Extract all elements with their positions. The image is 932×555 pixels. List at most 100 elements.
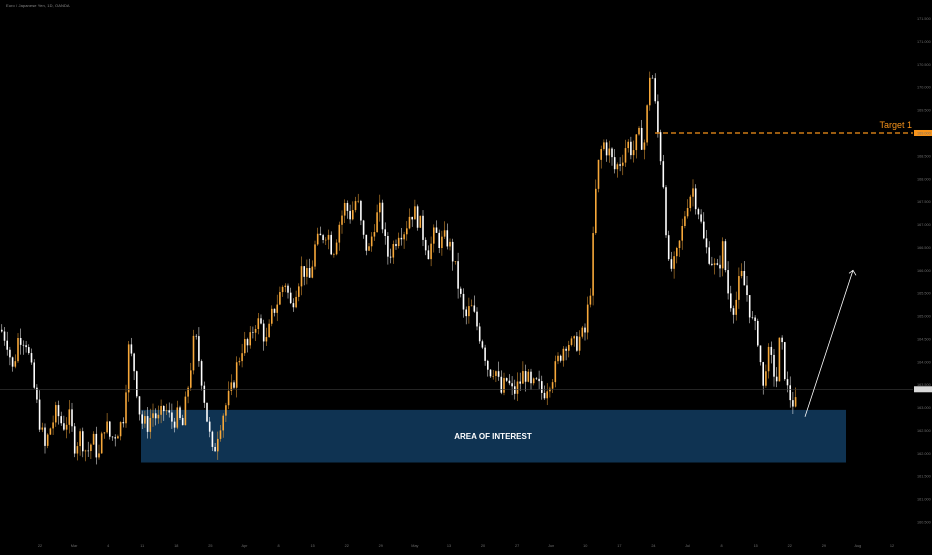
candle-body [184,396,187,426]
y-tick-label: 171.500 [917,17,931,21]
candle-body [335,242,338,255]
candle-body [203,385,206,403]
candle-body [187,387,189,397]
candle-body [384,229,386,236]
candle-body [235,362,238,388]
candle-body [125,392,127,424]
candle-body [109,421,111,437]
candle-body [60,416,62,424]
candle-body [9,349,11,358]
candle-body [244,339,246,354]
candle-body [149,417,152,432]
candle-body [789,385,791,401]
x-tick-label: May [411,544,418,548]
candle-body [711,263,713,265]
candle-body [90,444,92,452]
y-tick-label: 170.500 [917,63,931,67]
candle-body [322,235,324,240]
candle-body [600,149,602,160]
candle-body [173,421,176,428]
x-tick-label: Mar [71,544,78,548]
x-tick-label: 27 [515,544,519,548]
candle-body [111,436,114,438]
candle-body [273,308,276,313]
candle-body [176,407,179,428]
candle-body [190,370,192,388]
candle-body [568,344,570,351]
candle-body [257,318,260,329]
candle-body [160,405,162,415]
candle-body [484,347,486,361]
candle-body [487,360,489,370]
candle-body [603,142,605,150]
candle-body [673,256,675,269]
candle-body [419,215,422,228]
candle-body [141,414,143,424]
candle-body [327,234,330,240]
y-tick-label: 169.500 [917,109,931,113]
candle-body [457,261,459,289]
candle-body [33,362,35,388]
x-tick-label: Jul [685,544,690,548]
candle-body [389,256,392,258]
candle-body [82,431,84,452]
candle-body [443,230,446,237]
candle-body [543,392,546,399]
x-tick-label: Apr [242,544,249,548]
y-tick-label: 161.000 [917,498,931,502]
candle-body [260,318,262,324]
x-tick-label: 10 [583,544,587,548]
candle-body [770,346,773,355]
candle-body [462,293,465,310]
candle-body [68,409,71,425]
candle-body [376,212,378,233]
candle-body [762,362,764,386]
x-tick-label: 17 [617,544,621,548]
candle-body [708,247,710,264]
candle-body [492,375,494,377]
candle-body [127,344,130,393]
y-tick-label: 163.500 [917,383,931,387]
candle-body [365,234,368,251]
candle-body [514,386,516,394]
candle-body [562,348,565,361]
candle-body [49,428,52,435]
candle-body [530,371,532,384]
y-tick-label: 169.000 [917,131,931,135]
candle-body [732,308,735,315]
candle-body [622,162,624,166]
candle-body [46,434,49,446]
candle-body [460,288,462,294]
y-tick-label: 160.500 [917,521,931,525]
candle-body [724,241,727,271]
candle-body [114,437,116,439]
candle-body [246,339,249,346]
candle-body [532,378,535,384]
area-of-interest-label: AREA OF INTEREST [454,432,532,441]
candle-body [52,422,54,429]
x-tick-label: 8 [721,544,723,548]
candle-body [468,306,470,317]
candle-body [346,202,349,211]
candle-body [778,337,781,382]
y-tick-label: 165.000 [917,315,931,319]
candle-body [238,361,241,363]
y-tick-label: 162.000 [917,452,931,456]
candle-body [55,405,57,423]
candle-body [41,427,44,430]
candle-body [697,209,700,215]
candle-body [713,263,716,265]
candle-body [505,378,508,381]
x-tick-label: 15 [311,544,315,548]
candle-body [676,247,678,257]
candle-body [689,196,692,209]
candle-body [38,399,41,430]
candle-body [57,405,60,417]
candle-body [581,327,584,337]
candle-body [535,378,538,380]
candle-body [527,371,530,382]
candle-body [341,215,343,225]
candle-body [616,164,619,170]
